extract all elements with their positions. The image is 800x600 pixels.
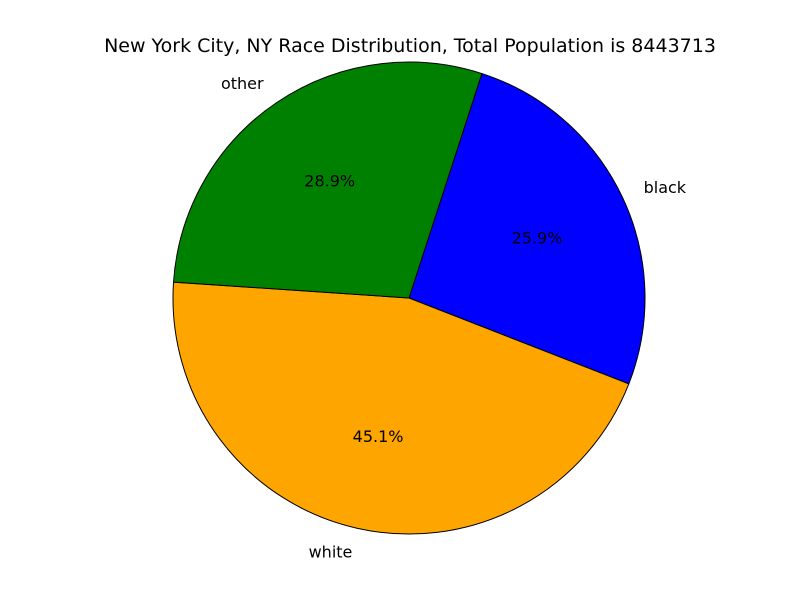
percent-label-black: 25.9% [512, 228, 563, 247]
slice-label-other: other [221, 74, 264, 93]
pie-slice-white [172, 281, 630, 535]
percent-label-white: 45.1% [353, 427, 404, 446]
slice-label-white: white [309, 542, 353, 561]
pie-slices [172, 61, 646, 535]
pie-slice-other [172, 61, 483, 299]
pie-labels: black 25.9% white 45.1% other 28.9% [221, 74, 687, 561]
percent-label-other: 28.9% [304, 172, 355, 191]
slice-label-black: black [644, 178, 687, 197]
chart-title: New York City, NY Race Distribution, Tot… [104, 35, 716, 57]
pie-slice-black [408, 72, 646, 385]
